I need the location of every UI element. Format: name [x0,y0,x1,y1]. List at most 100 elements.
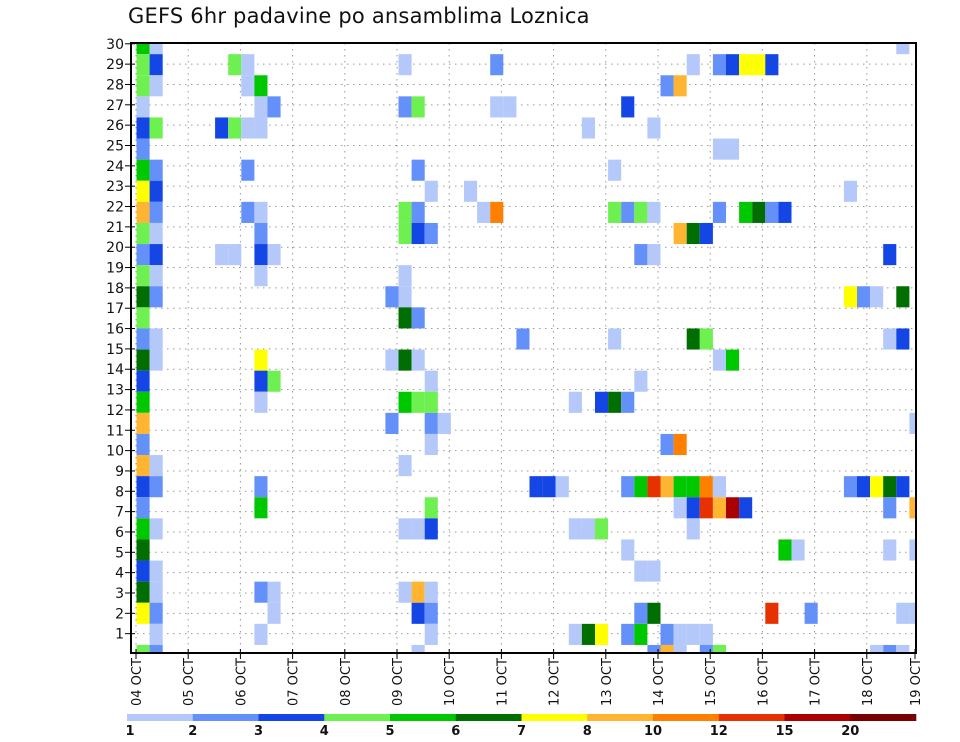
heatmap-cell [411,581,425,603]
heatmap-cell [870,644,884,653]
heatmap-cell [686,518,700,540]
heatmap-cell [712,497,726,519]
colorbar-segment [784,714,851,721]
heatmap-cell [490,54,504,76]
heatmap-cell [241,117,255,139]
heatmap-cell [398,286,412,308]
heatmap-cell [595,518,609,540]
heatmap-cell [686,497,700,519]
y-tick-label: 3 [115,586,124,602]
heatmap-cell [136,286,150,308]
heatmap-cell [136,75,150,97]
colorbar-label: 1 [125,724,134,739]
heatmap-cell [254,581,268,603]
x-tick-label: 07 OCT [287,658,302,706]
y-tick-label: 22 [106,200,124,216]
heatmap-cell [634,201,648,223]
heatmap-cell [136,117,150,139]
heatmap-cell [136,96,150,118]
heatmap-cell [778,539,792,561]
colorbar-label: 3 [254,724,263,739]
heatmap-cell [634,560,648,582]
y-tick-label: 27 [106,98,124,114]
heatmap-cell [765,201,779,223]
heatmap-cell [385,286,399,308]
colorbar-label: 7 [517,724,526,739]
heatmap-cell [424,581,438,603]
heatmap-cell [254,391,268,413]
heatmap-cell [411,222,425,245]
heatmap-cell [673,75,687,97]
heatmap-cell [149,602,163,624]
heatmap-cell [529,476,543,498]
heatmap-cell [634,602,648,624]
heatmap-cell [634,623,648,645]
heatmap-cell [254,476,268,498]
heatmap-cell [411,518,425,540]
y-tick-label: 13 [106,383,124,399]
heatmap-cell [424,602,438,624]
x-tick-label: 12 OCT [548,658,563,706]
heatmap-cell [398,265,412,287]
x-tick-label: 15 OCT [704,658,719,706]
heatmap-cell [254,497,268,519]
heatmap-cell [254,244,268,266]
heatmap-cell [726,349,740,371]
heatmap-cell [254,117,268,139]
heatmap-cell [595,623,609,645]
chart-title: GEFS 6hr padavine po ansamblima Loznica [128,4,590,28]
heatmap-cell [896,328,910,350]
heatmap-cell [660,433,674,456]
heatmap-cell [608,201,622,223]
heatmap-cell [542,476,556,498]
heatmap-cell [673,433,687,456]
heatmap-cell [437,412,451,434]
x-tick-label: 19 OCT [909,658,924,706]
heatmap-cell [149,244,163,266]
colorbar-segment [390,714,457,721]
heatmap-cell [149,560,163,582]
heatmap-cell [215,244,229,266]
heatmap-cell [699,476,713,498]
heatmap-cell [909,412,916,434]
colorbar-label: 6 [451,724,460,739]
x-tick-label: 05 OCT [182,658,197,706]
y-tick-label: 30 [106,37,124,53]
heatmap-cell [411,602,425,624]
heatmap-cell [581,117,595,139]
y-tick-label: 21 [106,220,124,236]
heatmap-cell [581,623,595,645]
heatmap-cell [398,455,412,477]
y-tick-label: 10 [106,444,124,460]
y-tick-label: 19 [106,261,124,277]
colorbar-label: 4 [320,724,329,739]
x-tick-label: 11 OCT [495,658,510,706]
heatmap-cell [726,497,740,519]
heatmap-cell [228,117,242,139]
heatmap-cell [843,180,857,202]
y-axis: 1234567891011121314151617181920212223242… [106,37,135,643]
heatmap-cell [634,244,648,266]
heatmap-cell [149,455,163,477]
heatmap-cell [215,117,229,139]
heatmap-cell [883,328,897,350]
heatmap-cell [804,602,818,624]
heatmap-cell [136,138,150,160]
heatmap-cell [136,560,150,582]
heatmap-cell [241,54,255,76]
heatmap-cell [699,497,713,519]
heatmap-cell [660,476,674,498]
y-tick-label: 6 [115,525,124,541]
heatmap-cell [398,54,412,76]
heatmap-cell [621,539,635,561]
heatmap-cell [647,244,661,266]
heatmap-cell [909,497,916,519]
heatmap-cell [673,644,687,653]
y-tick-label: 11 [106,423,124,439]
heatmap-cell [739,201,753,223]
y-tick-label: 29 [106,57,124,73]
heatmap-cell [896,602,910,624]
heatmap-cell [739,497,753,519]
colorbar-segment [587,714,654,721]
